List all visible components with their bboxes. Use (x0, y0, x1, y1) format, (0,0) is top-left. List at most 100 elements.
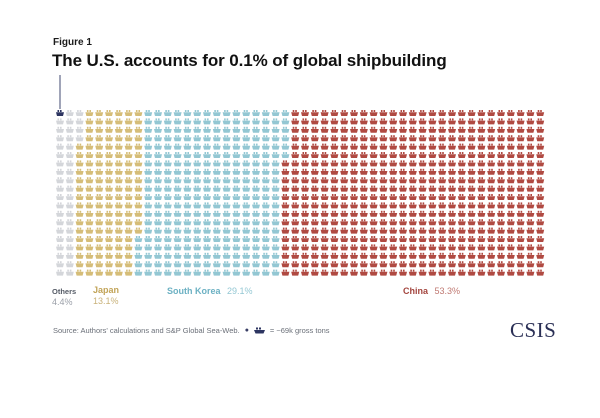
ship-mark-china (399, 143, 407, 150)
ship-mark-china (477, 160, 486, 167)
ship-mark-china (350, 202, 358, 209)
ship-mark-south-korea (232, 194, 241, 200)
ship-mark-japan (114, 261, 123, 268)
ship-mark-china (320, 210, 329, 217)
ship-mark-south-korea (212, 202, 221, 209)
ship-mark-china (438, 210, 447, 217)
ship-mark-south-korea (183, 236, 192, 242)
ship-mark-japan (124, 227, 133, 234)
ship-mark-china (428, 269, 437, 276)
ship-mark-china (526, 152, 535, 158)
ship-mark-china (428, 261, 437, 268)
ship-mark-japan (134, 177, 143, 184)
ship-mark-south-korea (281, 152, 290, 158)
ship-mark-south-korea (261, 110, 270, 116)
ship-mark-china (359, 219, 368, 226)
ship-mark-south-korea (144, 202, 153, 209)
ship-mark-south-korea (193, 202, 202, 209)
ship-mark-china (438, 185, 447, 192)
ship-mark-china (359, 126, 368, 133)
ship-mark-south-korea (271, 219, 280, 226)
ship-mark-japan (75, 194, 84, 200)
ship-mark-china (516, 236, 525, 242)
ship-mark-others (65, 236, 74, 242)
ship-mark-china (330, 261, 339, 268)
ship-mark-china (497, 244, 505, 251)
ship-mark-south-korea (222, 244, 231, 251)
ship-mark-china (379, 185, 388, 192)
ship-mark-china (438, 135, 447, 142)
ship-mark-china (359, 168, 368, 175)
ship-mark-south-korea (154, 118, 162, 125)
ship-mark-china (340, 160, 349, 167)
ship-mark-south-korea (134, 269, 143, 276)
ship-mark-china (408, 152, 417, 158)
ship-mark-others (56, 185, 64, 192)
ship-mark-china (497, 152, 505, 158)
ship-mark-china (438, 143, 447, 150)
ship-mark-south-korea (212, 152, 221, 158)
ship-mark-china (379, 177, 388, 184)
ship-mark-china (487, 269, 496, 276)
ship-mark-south-korea (261, 126, 270, 133)
ship-mark-china (389, 143, 398, 150)
ship-mark-south-korea (242, 177, 251, 184)
ship-mark-south-korea (281, 118, 290, 125)
ship-mark-china (497, 185, 505, 192)
ship-mark-japan (124, 177, 133, 184)
ship-mark-china (536, 219, 545, 226)
ship-mark-china (291, 110, 300, 116)
ship-mark-china (330, 219, 339, 226)
ship-mark-china (536, 110, 545, 116)
ship-mark-china (281, 252, 290, 259)
ship-mark-china (320, 135, 329, 142)
ship-mark-japan (105, 160, 113, 167)
ship-mark-south-korea (144, 110, 153, 116)
ship-mark-china (448, 210, 456, 217)
ship-mark-japan (105, 135, 113, 142)
footer: Source: Authors' calculations and S&P Gl… (53, 326, 330, 335)
ship-mark-china (301, 252, 309, 259)
ship-mark-china (428, 210, 437, 217)
ship-mark-china (320, 160, 329, 167)
ship-mark-china (506, 202, 515, 209)
ship-mark-china (291, 168, 300, 175)
ship-mark-china (379, 236, 388, 242)
ship-mark-south-korea (252, 135, 260, 142)
ship-mark-china (418, 219, 427, 226)
ship-mark-south-korea (242, 160, 251, 167)
ship-mark-south-korea (232, 219, 241, 226)
ship-mark-china (526, 252, 535, 259)
ship-mark-south-korea (242, 126, 251, 133)
ship-mark-china (448, 143, 456, 150)
ship-mark-china (516, 227, 525, 234)
ship-mark-china (369, 202, 378, 209)
ship-mark-china (497, 227, 505, 234)
ship-mark-china (448, 160, 456, 167)
ship-mark-china (408, 210, 417, 217)
ship-mark-china (487, 110, 496, 116)
ship-mark-south-korea (261, 168, 270, 175)
ship-mark-china (418, 143, 427, 150)
ship-mark-china (467, 210, 476, 217)
ship-mark-others (56, 269, 64, 276)
ship-mark-japan (75, 261, 84, 268)
ship-mark-china (457, 110, 466, 116)
ship-mark-south-korea (144, 160, 153, 167)
ship-mark-south-korea (163, 261, 172, 268)
ship-mark-china (506, 168, 515, 175)
ship-mark-south-korea (232, 185, 241, 192)
ship-mark-china (320, 143, 329, 150)
ship-mark-south-korea (222, 202, 231, 209)
ship-mark-china (536, 244, 545, 251)
ship-mark-south-korea (271, 252, 280, 259)
ship-mark-japan (85, 252, 94, 259)
ship-mark-china (457, 269, 466, 276)
ship-mark-others (56, 252, 64, 259)
ship-mark-china (477, 168, 486, 175)
ship-mark-china (418, 160, 427, 167)
ship-mark-china (310, 185, 319, 192)
ship-mark-china (310, 210, 319, 217)
ship-mark-japan (85, 110, 94, 116)
ship-mark-china (389, 110, 398, 116)
